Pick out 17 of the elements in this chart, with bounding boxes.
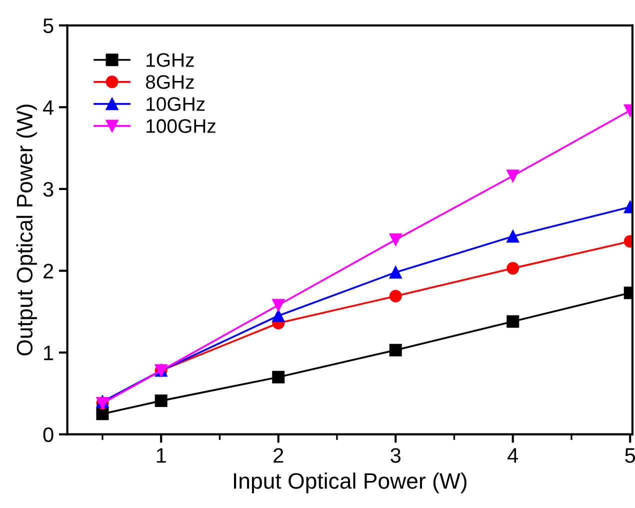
legend-label: 8GHz bbox=[146, 75, 194, 89]
y-tick-label: 2 bbox=[44, 264, 54, 278]
legend-label: 10GHz bbox=[146, 97, 205, 111]
legend-label: 1GHz bbox=[146, 53, 194, 67]
y-tick-label: 0 bbox=[43, 427, 54, 442]
y-tick-label: 3 bbox=[43, 182, 54, 197]
x-tick-label: 1 bbox=[156, 448, 166, 463]
y-tick-label: 4 bbox=[43, 100, 54, 115]
y-axis-title: Output Optical Power (W) bbox=[16, 104, 37, 356]
y-tick-label: 1 bbox=[44, 346, 54, 360]
y-tick-label: 5 bbox=[43, 18, 54, 34]
x-tick-label: 3 bbox=[390, 448, 400, 463]
legend-label: 100GHz bbox=[146, 119, 216, 133]
x-axis-title: Input Optical Power (W) bbox=[234, 472, 466, 494]
x-tick-label: 4 bbox=[508, 448, 518, 463]
x-tick-label: 5 bbox=[625, 448, 635, 463]
x-tick-label: 2 bbox=[274, 448, 284, 463]
